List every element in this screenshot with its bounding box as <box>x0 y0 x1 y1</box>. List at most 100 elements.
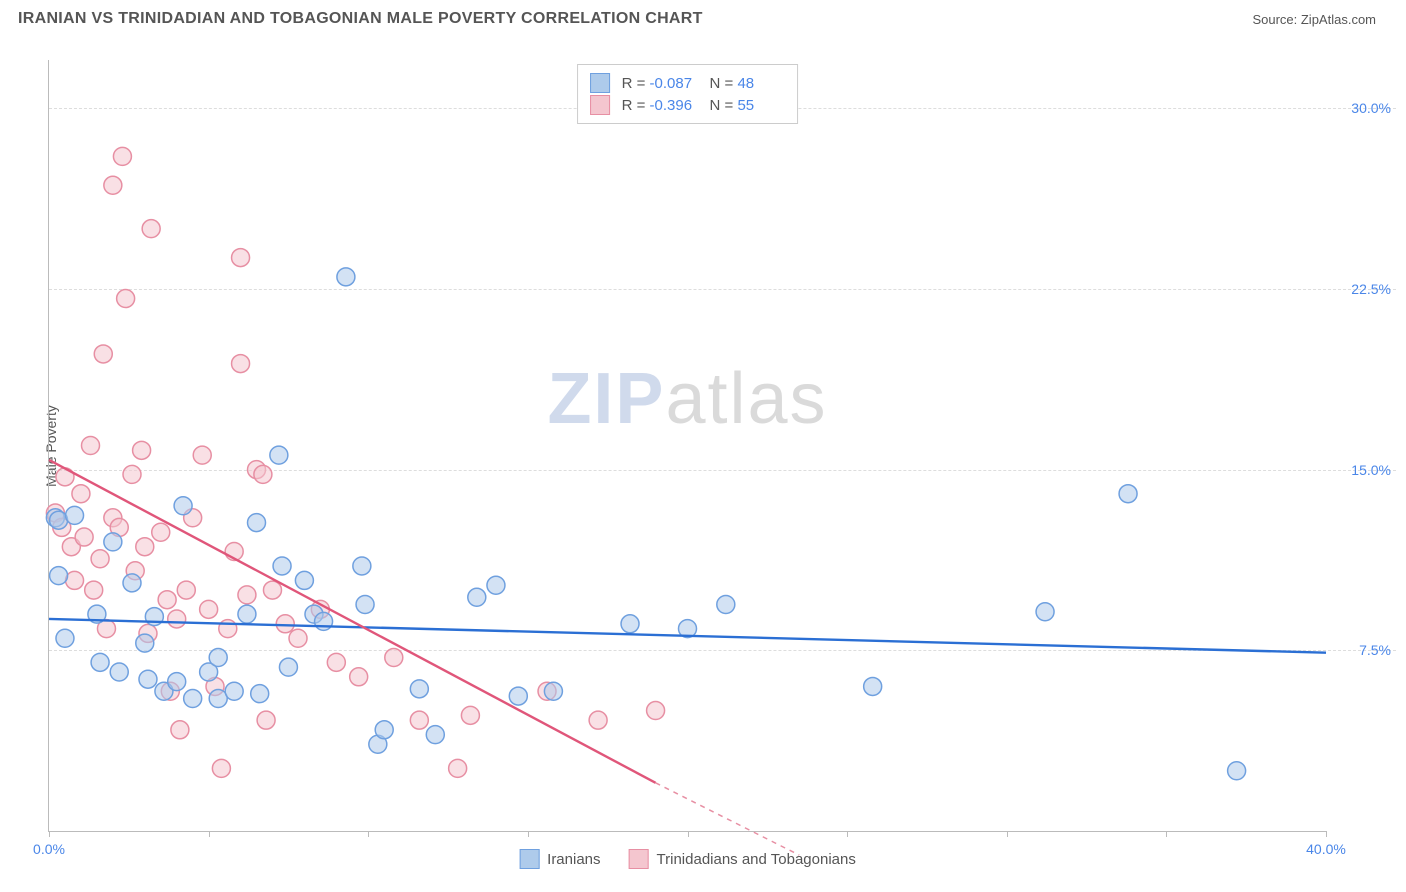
data-point <box>410 711 428 729</box>
data-point <box>168 610 186 628</box>
r-value-0: -0.087 <box>650 75 698 92</box>
data-point <box>461 706 479 724</box>
data-point <box>337 268 355 286</box>
legend-item-iranians: Iranians <box>519 849 600 869</box>
x-tick <box>49 831 50 837</box>
legend-row-1: R = -0.396 N = 55 <box>590 95 786 115</box>
data-point <box>1228 762 1246 780</box>
legend-row-0: R = -0.087 N = 48 <box>590 73 786 93</box>
data-point <box>468 588 486 606</box>
data-point <box>219 620 237 638</box>
data-point <box>66 506 84 524</box>
data-point <box>91 550 109 568</box>
data-point <box>75 528 93 546</box>
y-tick-label: 15.0% <box>1351 462 1391 478</box>
x-tick <box>847 831 848 837</box>
y-tick-label: 7.5% <box>1359 642 1391 658</box>
data-point <box>356 596 374 614</box>
data-point <box>589 711 607 729</box>
data-point <box>248 514 266 532</box>
data-point <box>139 670 157 688</box>
data-point <box>864 677 882 695</box>
x-tick <box>1007 831 1008 837</box>
data-point <box>117 290 135 308</box>
data-point <box>136 634 154 652</box>
bottom-legend: Iranians Trinidadians and Tobagonians <box>519 849 856 869</box>
data-point <box>232 249 250 267</box>
data-point <box>544 682 562 700</box>
data-point <box>104 533 122 551</box>
legend-swatch-iranians <box>519 849 539 869</box>
correlation-legend: R = -0.087 N = 48 R = -0.396 N = 55 <box>577 64 799 124</box>
data-point <box>66 571 84 589</box>
data-point <box>238 605 256 623</box>
data-point <box>177 581 195 599</box>
legend-label-iranians: Iranians <box>547 851 600 868</box>
legend-label-trinidadians: Trinidadians and Tobagonians <box>657 851 856 868</box>
r-value-1: -0.396 <box>650 97 698 114</box>
data-point <box>50 511 68 529</box>
data-point <box>1036 603 1054 621</box>
x-tick <box>1166 831 1167 837</box>
data-point <box>289 629 307 647</box>
legend-swatch-trinidadians <box>629 849 649 869</box>
data-point <box>174 497 192 515</box>
chart-area: R = -0.087 N = 48 R = -0.396 N = 55 ZIPa… <box>48 60 1326 832</box>
data-point <box>136 538 154 556</box>
data-point <box>385 649 403 667</box>
x-tick-label: 40.0% <box>1306 841 1346 857</box>
data-point <box>295 571 313 589</box>
data-point <box>50 567 68 585</box>
x-tick <box>1326 831 1327 837</box>
chart-title: IRANIAN VS TRINIDADIAN AND TOBAGONIAN MA… <box>18 10 703 28</box>
data-point <box>327 653 345 671</box>
data-point <box>133 441 151 459</box>
x-tick <box>368 831 369 837</box>
y-tick-label: 30.0% <box>1351 100 1391 116</box>
y-tick-label: 22.5% <box>1351 281 1391 297</box>
data-point <box>72 485 90 503</box>
x-tick <box>528 831 529 837</box>
data-point <box>123 574 141 592</box>
x-tick <box>688 831 689 837</box>
data-point <box>171 721 189 739</box>
data-point <box>158 591 176 609</box>
legend-swatch-1 <box>590 95 610 115</box>
data-point <box>647 702 665 720</box>
data-point <box>82 437 100 455</box>
data-point <box>426 726 444 744</box>
data-point <box>91 653 109 671</box>
data-point <box>279 658 297 676</box>
data-point <box>110 663 128 681</box>
data-point <box>263 581 281 599</box>
data-point <box>315 612 333 630</box>
x-tick-label: 0.0% <box>33 841 65 857</box>
data-point <box>375 721 393 739</box>
data-point <box>225 682 243 700</box>
data-point <box>152 523 170 541</box>
data-point <box>1119 485 1137 503</box>
data-point <box>509 687 527 705</box>
data-point <box>232 355 250 373</box>
data-point <box>350 668 368 686</box>
data-point <box>193 446 211 464</box>
data-point <box>410 680 428 698</box>
data-point <box>717 596 735 614</box>
data-point <box>200 600 218 618</box>
data-point <box>56 629 74 647</box>
data-point <box>621 615 639 633</box>
data-point <box>449 759 467 777</box>
legend-item-trinidadians: Trinidadians and Tobagonians <box>629 849 856 869</box>
data-point <box>238 586 256 604</box>
data-point <box>142 220 160 238</box>
data-point <box>94 345 112 363</box>
data-point <box>212 759 230 777</box>
data-point <box>251 685 269 703</box>
data-point <box>257 711 275 729</box>
x-tick <box>209 831 210 837</box>
data-point <box>353 557 371 575</box>
data-point <box>254 465 272 483</box>
data-point <box>113 147 131 165</box>
n-value-1: 55 <box>737 97 785 114</box>
scatter-plot <box>49 60 1326 831</box>
